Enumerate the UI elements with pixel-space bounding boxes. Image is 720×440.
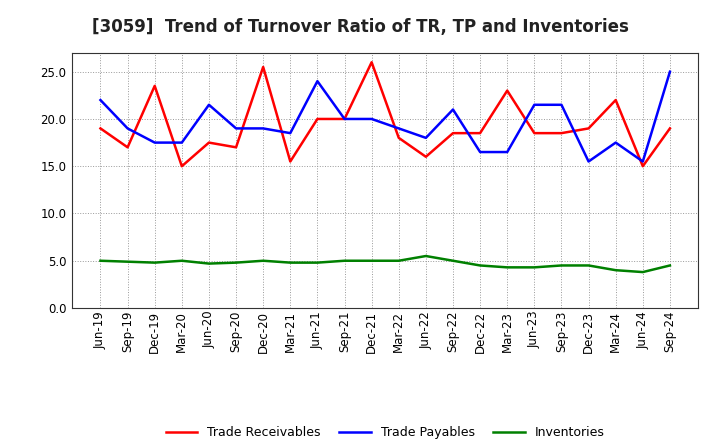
Trade Receivables [503,88,511,93]
Trade Payables [665,69,674,74]
Trade Payables [503,150,511,155]
Inventories [286,260,294,265]
Text: [3059]  Trend of Turnover Ratio of TR, TP and Inventories: [3059] Trend of Turnover Ratio of TR, TP… [91,18,629,36]
Trade Receivables [96,126,105,131]
Trade Payables [557,102,566,107]
Trade Receivables [204,140,213,145]
Trade Receivables [476,131,485,136]
Inventories [313,260,322,265]
Line: Trade Payables: Trade Payables [101,72,670,161]
Trade Receivables [286,159,294,164]
Trade Payables [611,140,620,145]
Line: Inventories: Inventories [101,256,670,272]
Inventories [341,258,349,264]
Trade Receivables [611,97,620,103]
Inventories [259,258,268,264]
Trade Receivables [313,116,322,121]
Trade Payables [639,159,647,164]
Trade Payables [96,97,105,103]
Trade Payables [421,135,430,140]
Trade Receivables [639,164,647,169]
Trade Payables [530,102,539,107]
Trade Receivables [259,64,268,70]
Inventories [204,261,213,266]
Trade Receivables [421,154,430,159]
Trade Receivables [367,59,376,65]
Inventories [557,263,566,268]
Trade Payables [313,78,322,84]
Inventories [395,258,403,264]
Trade Payables [259,126,268,131]
Trade Receivables [123,145,132,150]
Inventories [530,265,539,270]
Line: Trade Receivables: Trade Receivables [101,62,670,166]
Trade Receivables [584,126,593,131]
Inventories [665,263,674,268]
Trade Payables [204,102,213,107]
Legend: Trade Receivables, Trade Payables, Inventories: Trade Receivables, Trade Payables, Inven… [161,422,610,440]
Trade Payables [449,107,457,112]
Inventories [476,263,485,268]
Inventories [123,259,132,264]
Inventories [178,258,186,264]
Trade Payables [286,131,294,136]
Trade Receivables [395,135,403,140]
Trade Receivables [530,131,539,136]
Trade Payables [476,150,485,155]
Trade Payables [395,126,403,131]
Inventories [150,260,159,265]
Trade Payables [178,140,186,145]
Trade Payables [367,116,376,121]
Inventories [639,269,647,275]
Trade Payables [123,126,132,131]
Trade Receivables [341,116,349,121]
Inventories [421,253,430,259]
Trade Receivables [178,164,186,169]
Trade Receivables [150,83,159,88]
Trade Payables [150,140,159,145]
Inventories [584,263,593,268]
Trade Receivables [557,131,566,136]
Trade Receivables [449,131,457,136]
Inventories [503,265,511,270]
Inventories [96,258,105,264]
Inventories [232,260,240,265]
Trade Payables [341,116,349,121]
Trade Receivables [232,145,240,150]
Inventories [367,258,376,264]
Trade Payables [232,126,240,131]
Inventories [611,268,620,273]
Trade Receivables [665,126,674,131]
Inventories [449,258,457,264]
Trade Payables [584,159,593,164]
